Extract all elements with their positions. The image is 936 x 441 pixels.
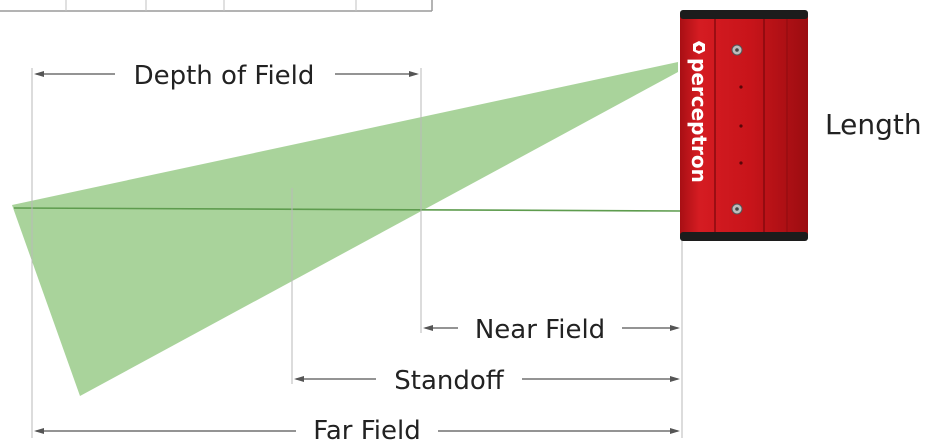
standoff-label: Standoff (394, 366, 505, 396)
near-field-label: Near Field (475, 315, 605, 345)
dimension-lines (34, 71, 680, 434)
partial-table (0, 0, 433, 12)
screw-icon (731, 203, 743, 215)
perceptron-logo-icon (693, 41, 705, 54)
reference-lines (31, 68, 683, 438)
beam-center-line (13, 207, 683, 212)
perceptron-brand-text: perceptron (687, 58, 711, 183)
depth-of-field-label: Depth of Field (134, 61, 315, 91)
far-field-label: Far Field (313, 416, 420, 441)
length-label: Length (825, 108, 922, 141)
laser-beam (12, 62, 678, 396)
screw-icon (731, 44, 743, 56)
perceptron-sensor: perceptron (680, 10, 808, 241)
